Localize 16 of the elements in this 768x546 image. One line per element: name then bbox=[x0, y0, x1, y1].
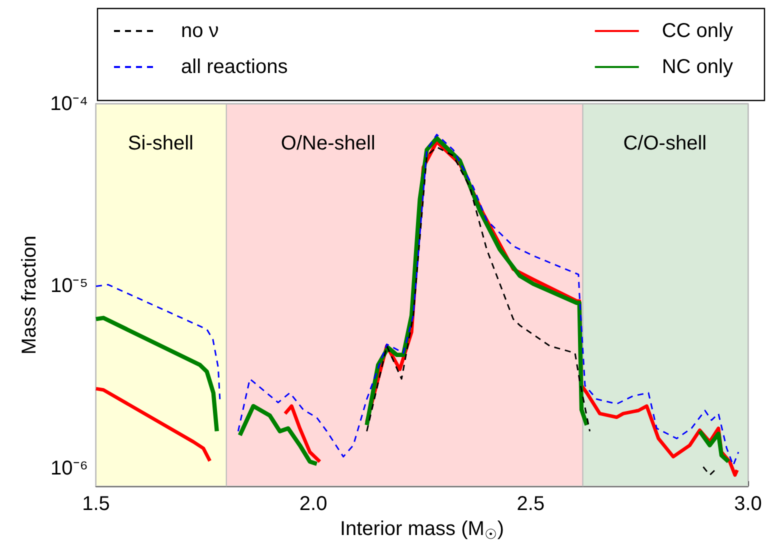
y-tick-label: 10⁻⁴ bbox=[50, 93, 88, 115]
x-axis-title: Interior mass (M☉) bbox=[340, 518, 504, 542]
legend-label: no ν bbox=[181, 20, 219, 42]
legend-label: CC only bbox=[662, 20, 734, 42]
band-label: Si-shell bbox=[128, 132, 194, 154]
legend-label: all reactions bbox=[181, 56, 288, 78]
x-tick-label: 2.5 bbox=[516, 493, 545, 516]
band-label: C/O-shell bbox=[623, 132, 707, 154]
y-axis-title: Mass fraction bbox=[18, 236, 40, 355]
x-tick-label: 3.0 bbox=[734, 493, 762, 516]
x-tick-label: 1.5 bbox=[82, 493, 110, 516]
y-tick-label: 10⁻⁵ bbox=[50, 275, 88, 298]
x-tick-label: 2.0 bbox=[299, 493, 328, 516]
legend-label: NC only bbox=[662, 56, 734, 78]
y-tick-label: 10⁻⁶ bbox=[50, 457, 88, 480]
band-label: O/Ne-shell bbox=[280, 132, 376, 154]
